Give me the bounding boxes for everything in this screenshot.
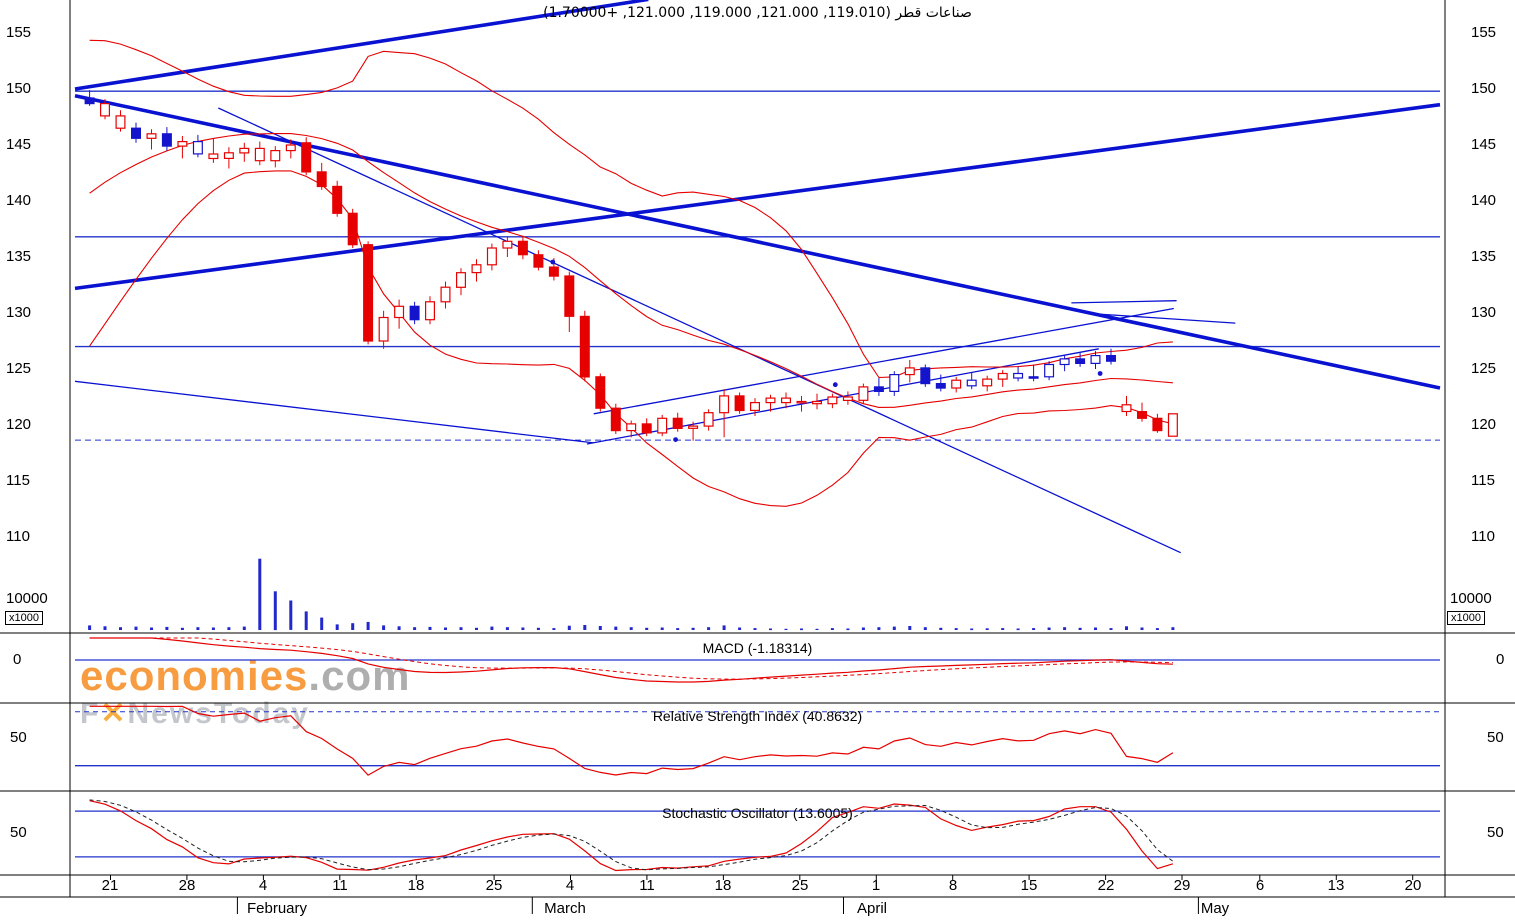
scale-box-right: x1000 (1447, 611, 1485, 625)
rsi-label: Relative Strength Index (40.8632) (652, 708, 863, 724)
watermark-line1: economies.com (80, 652, 410, 699)
watermark-brand: economies (80, 652, 309, 699)
chart-title: صناعات قطر (119.010, 121.000, 119.000, 1… (75, 5, 1440, 21)
ohlc-values: (119.010, 121.000, 119.000, 121.000, +1.… (543, 5, 891, 21)
stoch-label: Stochastic Oscillator (13.6005) (662, 805, 853, 821)
instrument-name: صناعات قطر (895, 5, 972, 21)
macd-label: MACD (-1.18314) (702, 640, 813, 656)
scale-box-left: x1000 (5, 611, 43, 625)
